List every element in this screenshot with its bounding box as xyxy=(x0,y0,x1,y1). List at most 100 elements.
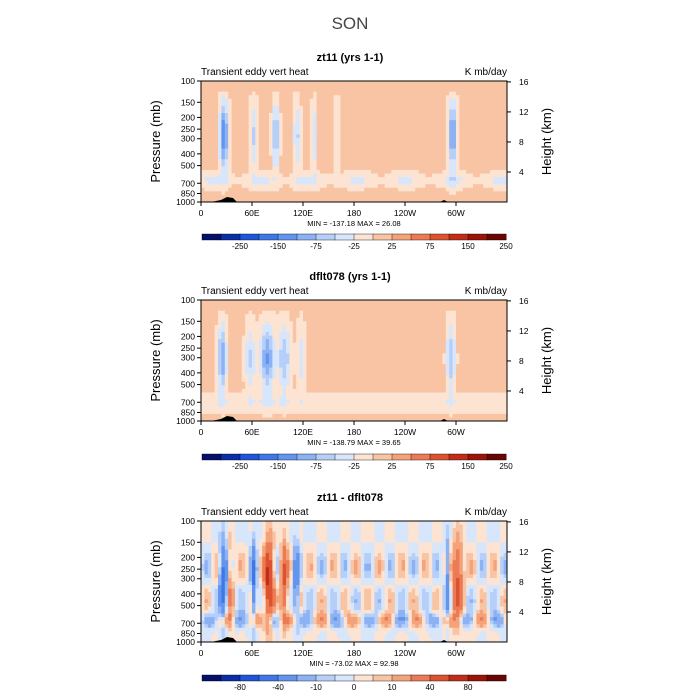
heatmap-cell xyxy=(391,88,396,93)
heatmap-cell xyxy=(435,194,440,199)
heatmap-cell xyxy=(262,335,266,340)
height-axis-label: Height (km) xyxy=(539,108,554,175)
heatmap-cell xyxy=(442,310,447,315)
colorbar-label: -150 xyxy=(270,242,287,251)
heatmap-cell xyxy=(292,155,297,160)
heatmap-cell xyxy=(289,81,294,85)
heatmap-cell xyxy=(371,130,375,135)
heatmap-cell xyxy=(425,184,430,189)
heatmap-cell xyxy=(428,159,433,164)
heatmap-cell xyxy=(381,198,385,203)
heatmap-cell xyxy=(306,339,311,344)
heatmap-cell xyxy=(303,335,307,340)
heatmap-cell xyxy=(452,180,457,185)
heatmap-cell xyxy=(303,123,307,128)
heatmap-cell xyxy=(411,116,416,121)
heatmap-cell xyxy=(326,137,331,142)
pressure-tick-label: 700 xyxy=(181,178,195,188)
heatmap-cell xyxy=(235,130,239,135)
heatmap-cell xyxy=(238,324,243,329)
heatmap-cell xyxy=(228,321,232,326)
heatmap-cell xyxy=(415,360,419,365)
heatmap-cell xyxy=(248,335,253,340)
heatmap-cell xyxy=(289,166,294,171)
heatmap-cell xyxy=(248,159,253,164)
heatmap-cell xyxy=(486,303,491,308)
heatmap-cell xyxy=(306,162,311,167)
heatmap-cell xyxy=(381,141,385,146)
heatmap-cell xyxy=(207,335,212,340)
heatmap-cell xyxy=(272,134,277,139)
heatmap-cell xyxy=(214,364,219,369)
heatmap-cell xyxy=(360,317,365,322)
heatmap-cell xyxy=(313,367,317,372)
heatmap-cell xyxy=(428,180,433,185)
heatmap-cell xyxy=(401,141,406,146)
heatmap-cell xyxy=(445,169,450,174)
heatmap-cell xyxy=(418,303,423,308)
heatmap-cell xyxy=(235,98,239,103)
heatmap-cell xyxy=(282,145,287,150)
heatmap-cell xyxy=(486,187,491,192)
heatmap-cell xyxy=(286,371,290,376)
heatmap-cell xyxy=(303,346,307,351)
heatmap-cell xyxy=(493,130,498,135)
heatmap-cell xyxy=(262,123,266,128)
heatmap-cell xyxy=(255,152,260,157)
heatmap-cell xyxy=(286,364,290,369)
heatmap-cell xyxy=(340,91,345,96)
heatmap-cell xyxy=(248,88,253,93)
heatmap-cell xyxy=(473,177,477,182)
heatmap-cell xyxy=(245,356,249,361)
heatmap-cell xyxy=(486,349,491,354)
heatmap-cell xyxy=(292,159,297,164)
heatmap-cell xyxy=(483,364,487,369)
heatmap-cell xyxy=(374,109,379,114)
heatmap-cell xyxy=(486,91,491,96)
heatmap-cell xyxy=(360,180,365,185)
heatmap-cell xyxy=(350,371,355,376)
heatmap-cell xyxy=(354,173,358,178)
heatmap-cell xyxy=(357,342,362,347)
heatmap-cell xyxy=(326,346,331,351)
heatmap-cell xyxy=(479,194,484,199)
heatmap-cell xyxy=(401,177,406,182)
heatmap-cell xyxy=(258,339,263,344)
heatmap-cell xyxy=(279,105,283,110)
heatmap-cell xyxy=(388,166,392,171)
heatmap-cell xyxy=(343,180,348,185)
heatmap-cell xyxy=(252,152,256,157)
heatmap-cell xyxy=(483,162,487,167)
heatmap-cell xyxy=(343,364,348,369)
heatmap-cell xyxy=(408,332,413,336)
heatmap-cell xyxy=(330,123,334,128)
heatmap-cell xyxy=(309,84,314,89)
heatmap-cell xyxy=(442,137,447,142)
heatmap-cell xyxy=(405,169,409,174)
heatmap-cell xyxy=(241,88,246,93)
heatmap-cell xyxy=(422,145,426,150)
heatmap-cell xyxy=(201,105,205,110)
heatmap-cell xyxy=(503,342,508,347)
heatmap-cell xyxy=(245,191,249,196)
heatmap-cell xyxy=(398,123,402,128)
heatmap-cell xyxy=(320,123,324,128)
heatmap-cell xyxy=(303,303,307,308)
heatmap-cell xyxy=(207,321,212,326)
heatmap-cell xyxy=(258,353,263,358)
heatmap-cell xyxy=(360,113,365,117)
heatmap-cell xyxy=(486,364,491,369)
heatmap-cell xyxy=(377,134,382,139)
heatmap-cell xyxy=(469,353,474,358)
heatmap-cell xyxy=(316,332,321,336)
heatmap-cell xyxy=(269,88,273,93)
heatmap-cell xyxy=(207,191,212,196)
heatmap-cell xyxy=(354,127,358,132)
heatmap-cell xyxy=(449,130,453,135)
heatmap-cell xyxy=(262,116,266,121)
heatmap-cell xyxy=(214,194,219,199)
heatmap-cell xyxy=(337,310,341,315)
heatmap-cell xyxy=(367,88,372,93)
heatmap-cell xyxy=(289,137,294,142)
heatmap-cell xyxy=(425,324,430,329)
